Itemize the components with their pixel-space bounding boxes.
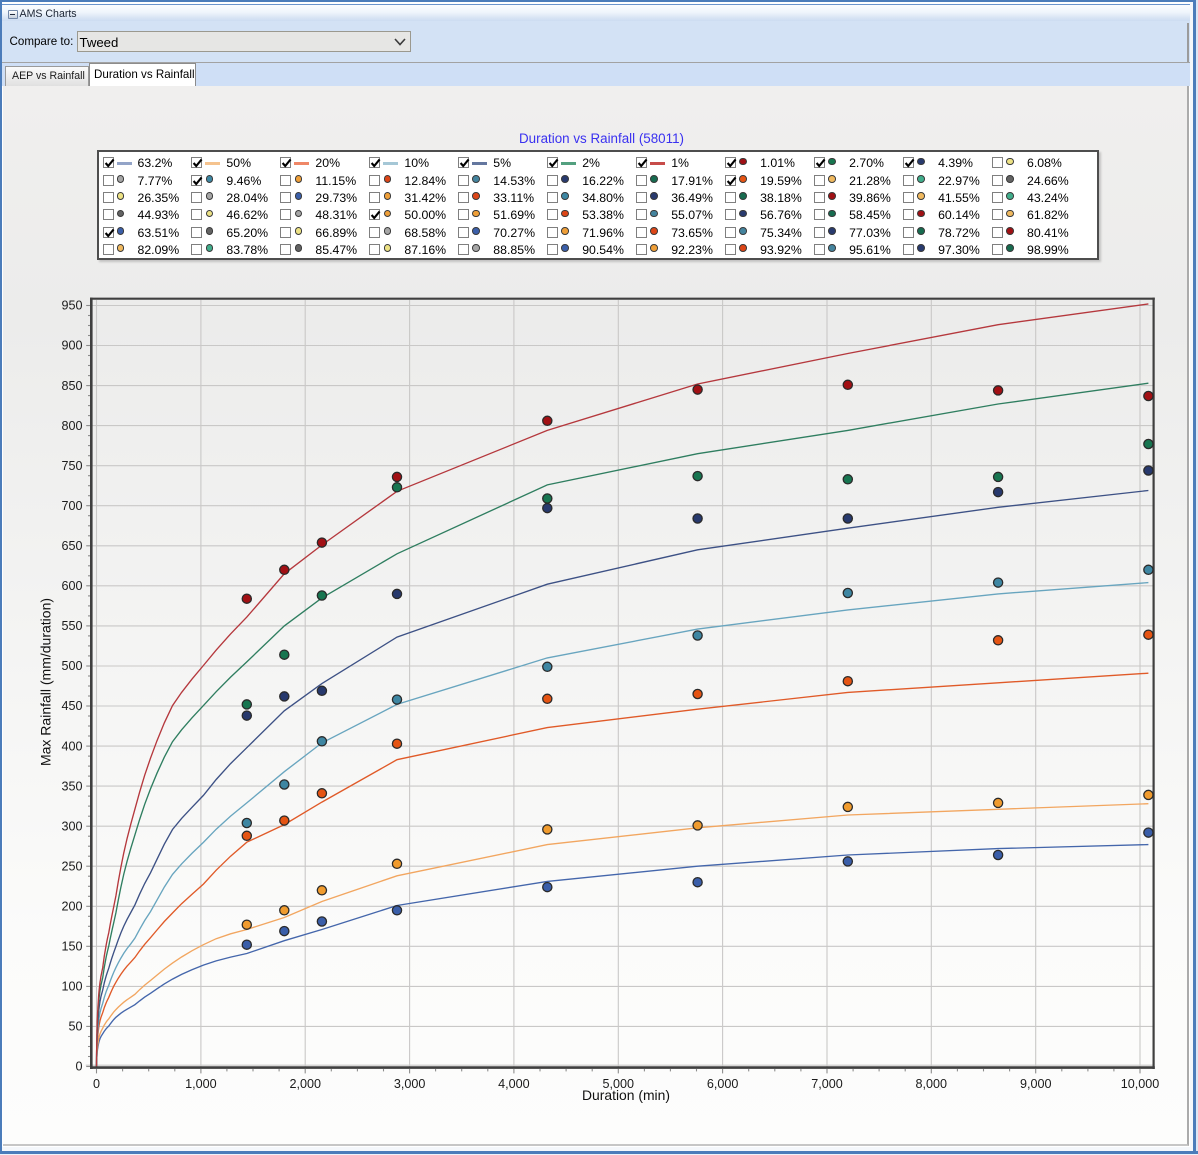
svg-text:7,000: 7,000 [811, 1077, 843, 1091]
svg-text:500: 500 [61, 659, 82, 673]
svg-text:200: 200 [61, 900, 82, 914]
svg-text:9,000: 9,000 [1020, 1077, 1052, 1091]
svg-text:750: 750 [61, 459, 82, 473]
svg-text:Duration vs Rainfall (58011): Duration vs Rainfall (58011) [519, 131, 684, 146]
svg-text:8,000: 8,000 [916, 1077, 948, 1091]
svg-text:0: 0 [75, 1060, 82, 1074]
svg-text:3,000: 3,000 [394, 1077, 426, 1091]
svg-text:1,000: 1,000 [185, 1077, 217, 1091]
svg-text:10,000: 10,000 [1121, 1077, 1160, 1091]
svg-text:850: 850 [61, 379, 82, 393]
svg-text:700: 700 [61, 499, 82, 513]
svg-text:400: 400 [61, 739, 82, 753]
svg-text:300: 300 [61, 819, 82, 833]
svg-text:600: 600 [61, 579, 82, 593]
svg-text:900: 900 [61, 339, 82, 353]
svg-text:650: 650 [61, 539, 82, 553]
svg-text:100: 100 [61, 980, 82, 994]
svg-text:5,000: 5,000 [603, 1077, 635, 1091]
svg-text:Duration (min): Duration (min) [582, 1087, 670, 1103]
svg-text:350: 350 [61, 779, 82, 793]
svg-text:6,000: 6,000 [707, 1077, 739, 1091]
svg-text:250: 250 [61, 859, 82, 873]
svg-text:450: 450 [61, 699, 82, 713]
svg-text:150: 150 [61, 940, 82, 954]
svg-text:0: 0 [93, 1077, 100, 1091]
svg-text:950: 950 [61, 299, 82, 313]
svg-text:Max Rainfall (mm/duration): Max Rainfall (mm/duration) [38, 598, 54, 766]
svg-text:2,000: 2,000 [289, 1077, 321, 1091]
svg-text:800: 800 [61, 419, 82, 433]
svg-text:550: 550 [61, 619, 82, 633]
svg-text:50: 50 [68, 1020, 82, 1034]
svg-text:4,000: 4,000 [498, 1077, 530, 1091]
